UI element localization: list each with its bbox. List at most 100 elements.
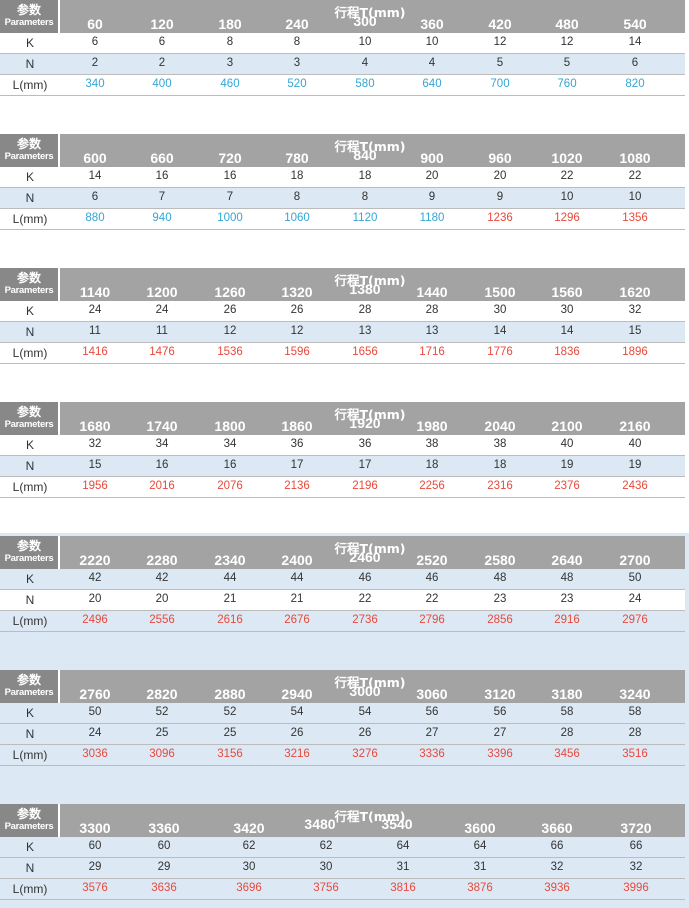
row-label: L(mm) — [12, 480, 48, 494]
row-label: N — [25, 325, 35, 339]
stroke-value: 1980 — [416, 418, 448, 434]
table-cell: 28 — [425, 304, 439, 316]
table-cell: 9 — [428, 191, 436, 203]
table-cell: 3636 — [151, 882, 177, 894]
table-cell: 28 — [560, 727, 574, 739]
table-cell: 56 — [493, 706, 507, 718]
table-cell: 17 — [358, 459, 372, 471]
table-cell: 62 — [242, 840, 256, 852]
stroke-value: 2460 — [349, 549, 381, 565]
table-cell: 3276 — [352, 748, 378, 760]
parameters-label-zh: 参数 — [16, 673, 41, 687]
stroke-value: 2940 — [281, 686, 313, 702]
table-cell: 6 — [91, 36, 99, 48]
table-cell: 40 — [628, 438, 642, 450]
table-cell: 5 — [563, 57, 571, 69]
table-cell: 2 — [158, 57, 166, 69]
table-cell: 34 — [155, 438, 169, 450]
table-row-n: N 2 2 3 3 4 4 5 5 6 — [0, 54, 685, 75]
table-row-l: L(mm) 3036 3096 3156 3216 3276 3336 3396 3456 351… — [0, 745, 685, 766]
stroke-value: 2340 — [214, 552, 246, 568]
spec-table: 参数 Parameters 行程T(mm) 600 660 720 780 840 900 960… — [0, 134, 685, 230]
table-cell: 3696 — [236, 882, 262, 894]
table-cell: 14 — [493, 325, 507, 337]
row-label: N — [25, 727, 35, 741]
table-cell: 2436 — [622, 480, 648, 492]
table-cell: 10 — [628, 191, 642, 203]
table-cell: 3756 — [313, 882, 339, 894]
table-cell: 22 — [425, 593, 439, 605]
table-cell: 60 — [157, 840, 171, 852]
stroke-title: 行程T(mm) — [334, 407, 406, 422]
table-row-n: N 24 25 25 26 26 27 27 28 28 — [0, 724, 685, 745]
table-cell: 11 — [89, 325, 101, 337]
table-header: 参数 Parameters 行程T(mm) 2220 2280 2340 2400 2460 2… — [0, 536, 685, 569]
stroke-value: 60 — [87, 16, 103, 32]
stroke-value: 2880 — [214, 686, 246, 702]
stroke-title: 行程T(mm) — [334, 541, 406, 556]
table-cell: 25 — [223, 727, 237, 739]
stroke-value: 1440 — [416, 284, 448, 300]
table-cell: 2976 — [622, 614, 648, 626]
table-cell: 64 — [396, 840, 410, 852]
table-cell: 2256 — [419, 480, 445, 492]
table-row-k: K 24 24 26 26 28 28 30 30 32 — [0, 301, 685, 322]
table-cell: 27 — [493, 727, 507, 739]
table-cell: 1716 — [419, 346, 445, 358]
table-cell: 18 — [493, 459, 507, 471]
row-label: L(mm) — [12, 748, 48, 762]
row-label: K — [25, 304, 34, 318]
table-cell: 62 — [319, 840, 333, 852]
table-cell: 12 — [493, 36, 507, 48]
table-cell: 56 — [425, 706, 439, 718]
row-label: L(mm) — [12, 882, 48, 896]
table-cell: 1596 — [284, 346, 310, 358]
table-cell: 1896 — [622, 346, 648, 358]
table-cell: 54 — [290, 706, 304, 718]
table-cell: 5 — [496, 57, 504, 69]
table-header: 参数 Parameters 行程T(mm) 2760 2820 2880 2940 3000 3… — [0, 670, 685, 703]
table-row-k: K 60 60 62 62 64 64 66 66 — [0, 837, 685, 858]
parameters-label-en: Parameters — [4, 821, 54, 832]
parameters-cell: 参数 Parameters — [0, 536, 60, 569]
parameters-label-en: Parameters — [4, 17, 54, 28]
table-cell: 8 — [226, 36, 234, 48]
table-cell: 1060 — [284, 212, 310, 224]
table-cell: 11 — [156, 325, 168, 337]
table-cell: 18 — [425, 459, 439, 471]
stroke-value: 2640 — [551, 552, 583, 568]
stroke-title: 行程T(mm) — [334, 809, 406, 824]
parameters-label-zh: 参数 — [16, 405, 41, 419]
table-cell: 66 — [550, 840, 564, 852]
table-cell: 29 — [88, 861, 102, 873]
row-label: K — [25, 36, 34, 50]
parameters-label-zh: 参数 — [16, 137, 41, 151]
table-cell: 30 — [242, 861, 256, 873]
spec-table: 参数 Parameters 行程T(mm) 1680 1740 1800 1860 1920 1… — [0, 402, 685, 498]
row-label: K — [25, 438, 34, 452]
table-cell: 2856 — [487, 614, 513, 626]
table-cell: 3156 — [217, 748, 243, 760]
table-cell: 28 — [358, 304, 372, 316]
table-cell: 15 — [628, 325, 642, 337]
table-row-n: N 20 20 21 21 22 22 23 23 24 — [0, 590, 685, 611]
table-cell: 2616 — [217, 614, 243, 626]
stroke-value: 2760 — [79, 686, 111, 702]
table-cell: 3216 — [284, 748, 310, 760]
stroke-value: 3180 — [551, 686, 583, 702]
table-cell: 1180 — [419, 212, 445, 224]
spec-table: 参数 Parameters 行程T(mm) 2760 2820 2880 2940 3000 3… — [0, 670, 685, 766]
stroke-value: 2400 — [281, 552, 313, 568]
table-header: 参数 Parameters 行程T(mm) 1140 1200 1260 1320 1380 1… — [0, 268, 685, 301]
stroke-value: 3060 — [416, 686, 448, 702]
table-cell: 48 — [560, 572, 574, 584]
table-cell: 2196 — [352, 480, 378, 492]
table-header: 参数 Parameters 行程T(mm) 1680 1740 1800 1860 1920 1… — [0, 402, 685, 435]
table-cell: 48 — [493, 572, 507, 584]
table-cell: 38 — [493, 438, 507, 450]
table-cell: 12 — [290, 325, 304, 337]
stroke-value: 480 — [555, 16, 579, 32]
row-label: K — [25, 706, 34, 720]
table-header: 参数 Parameters 行程T(mm) 60 120 180 240 300 360 420 4… — [0, 0, 685, 33]
stroke-value: 600 — [83, 150, 107, 166]
